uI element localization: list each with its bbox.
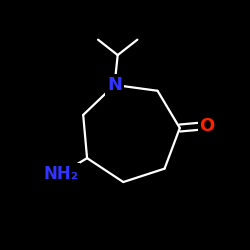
Text: O: O [200,116,215,134]
Text: N: N [107,76,122,94]
Text: NH₂: NH₂ [44,164,79,182]
